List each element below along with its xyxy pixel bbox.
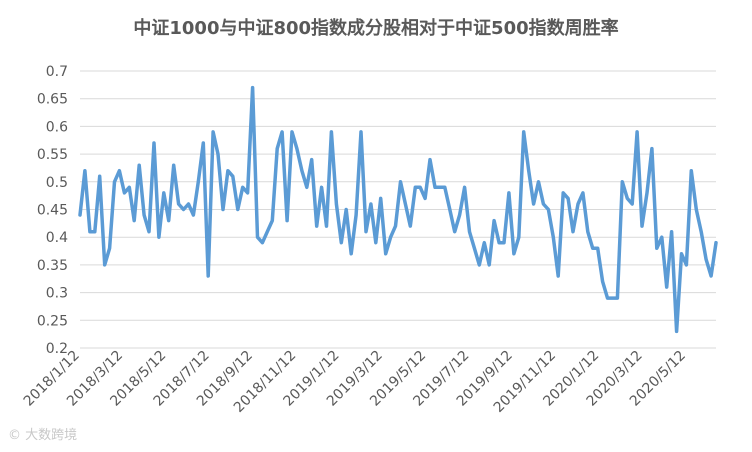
y-tick-label: 0.4	[46, 230, 68, 246]
y-tick-label: 0.45	[37, 203, 68, 219]
watermark-logo: © 大数跨境	[8, 428, 78, 443]
series-layer	[78, 85, 718, 334]
y-tick-label: 0.7	[46, 64, 68, 80]
y-tick-label: 0.3	[46, 286, 68, 302]
y-tick-label: 0.55	[37, 147, 68, 163]
x-axis-tick-labels: 2018/1/122018/3/122018/5/122018/7/122018…	[21, 348, 689, 416]
series-line	[78, 85, 718, 334]
y-tick-label: 0.6	[46, 119, 68, 135]
y-tick-label: 0.65	[37, 92, 68, 108]
chart-title: 中证1000与中证800指数成分股相对于中证500指数周胜率	[133, 18, 619, 39]
y-tick-label: 0.2	[46, 341, 68, 357]
y-tick-label: 0.5	[46, 175, 68, 191]
y-tick-label: 0.25	[37, 313, 68, 329]
y-axis-tick-labels: 0.2 0.25 0.3 0.35 0.4 0.45 0.5 0.55 0.6 0.65 0.7	[37, 64, 68, 357]
y-tick-label: 0.35	[37, 258, 68, 274]
